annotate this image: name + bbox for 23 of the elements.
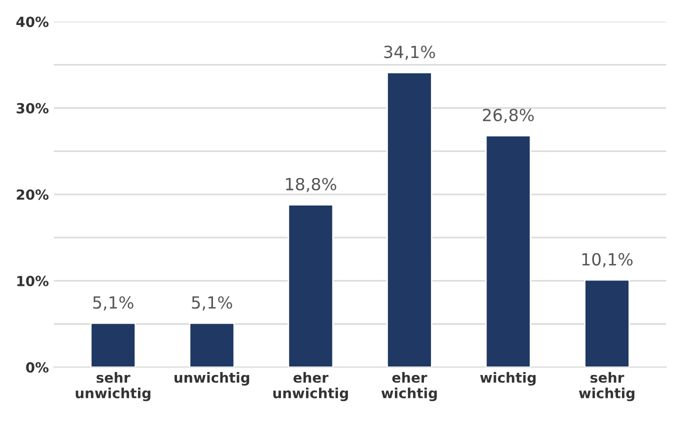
bar — [288, 204, 334, 368]
data-label: 5,1% — [93, 296, 134, 310]
bar — [188, 322, 235, 368]
y-tick-label: 10% — [17, 276, 49, 286]
y-tick-label: 0% — [26, 362, 49, 373]
data-label: 26,8% — [482, 108, 534, 124]
data-label: 5,1% — [192, 296, 232, 310]
x-tick-label: eher wichtig — [381, 372, 437, 402]
x-tick-label: sehr wichtig — [578, 372, 634, 402]
bar — [90, 322, 136, 368]
bar — [386, 72, 432, 368]
bar — [485, 134, 532, 368]
y-tick-label: 40% — [16, 16, 49, 28]
x-tick-label: wichtig — [480, 372, 536, 386]
data-label: 34,1% — [384, 46, 435, 60]
data-label: 10,1% — [582, 252, 633, 268]
y-tick-label: 20% — [16, 189, 49, 200]
y-tick-label: 30% — [16, 102, 49, 114]
data-label: 18,8% — [286, 178, 336, 192]
bar — [584, 279, 630, 368]
x-tick-label: eher unwichtig — [273, 372, 348, 402]
x-tick-label: unwichtig — [174, 372, 250, 386]
x-tick-label: sehr unwichtig — [76, 372, 150, 402]
